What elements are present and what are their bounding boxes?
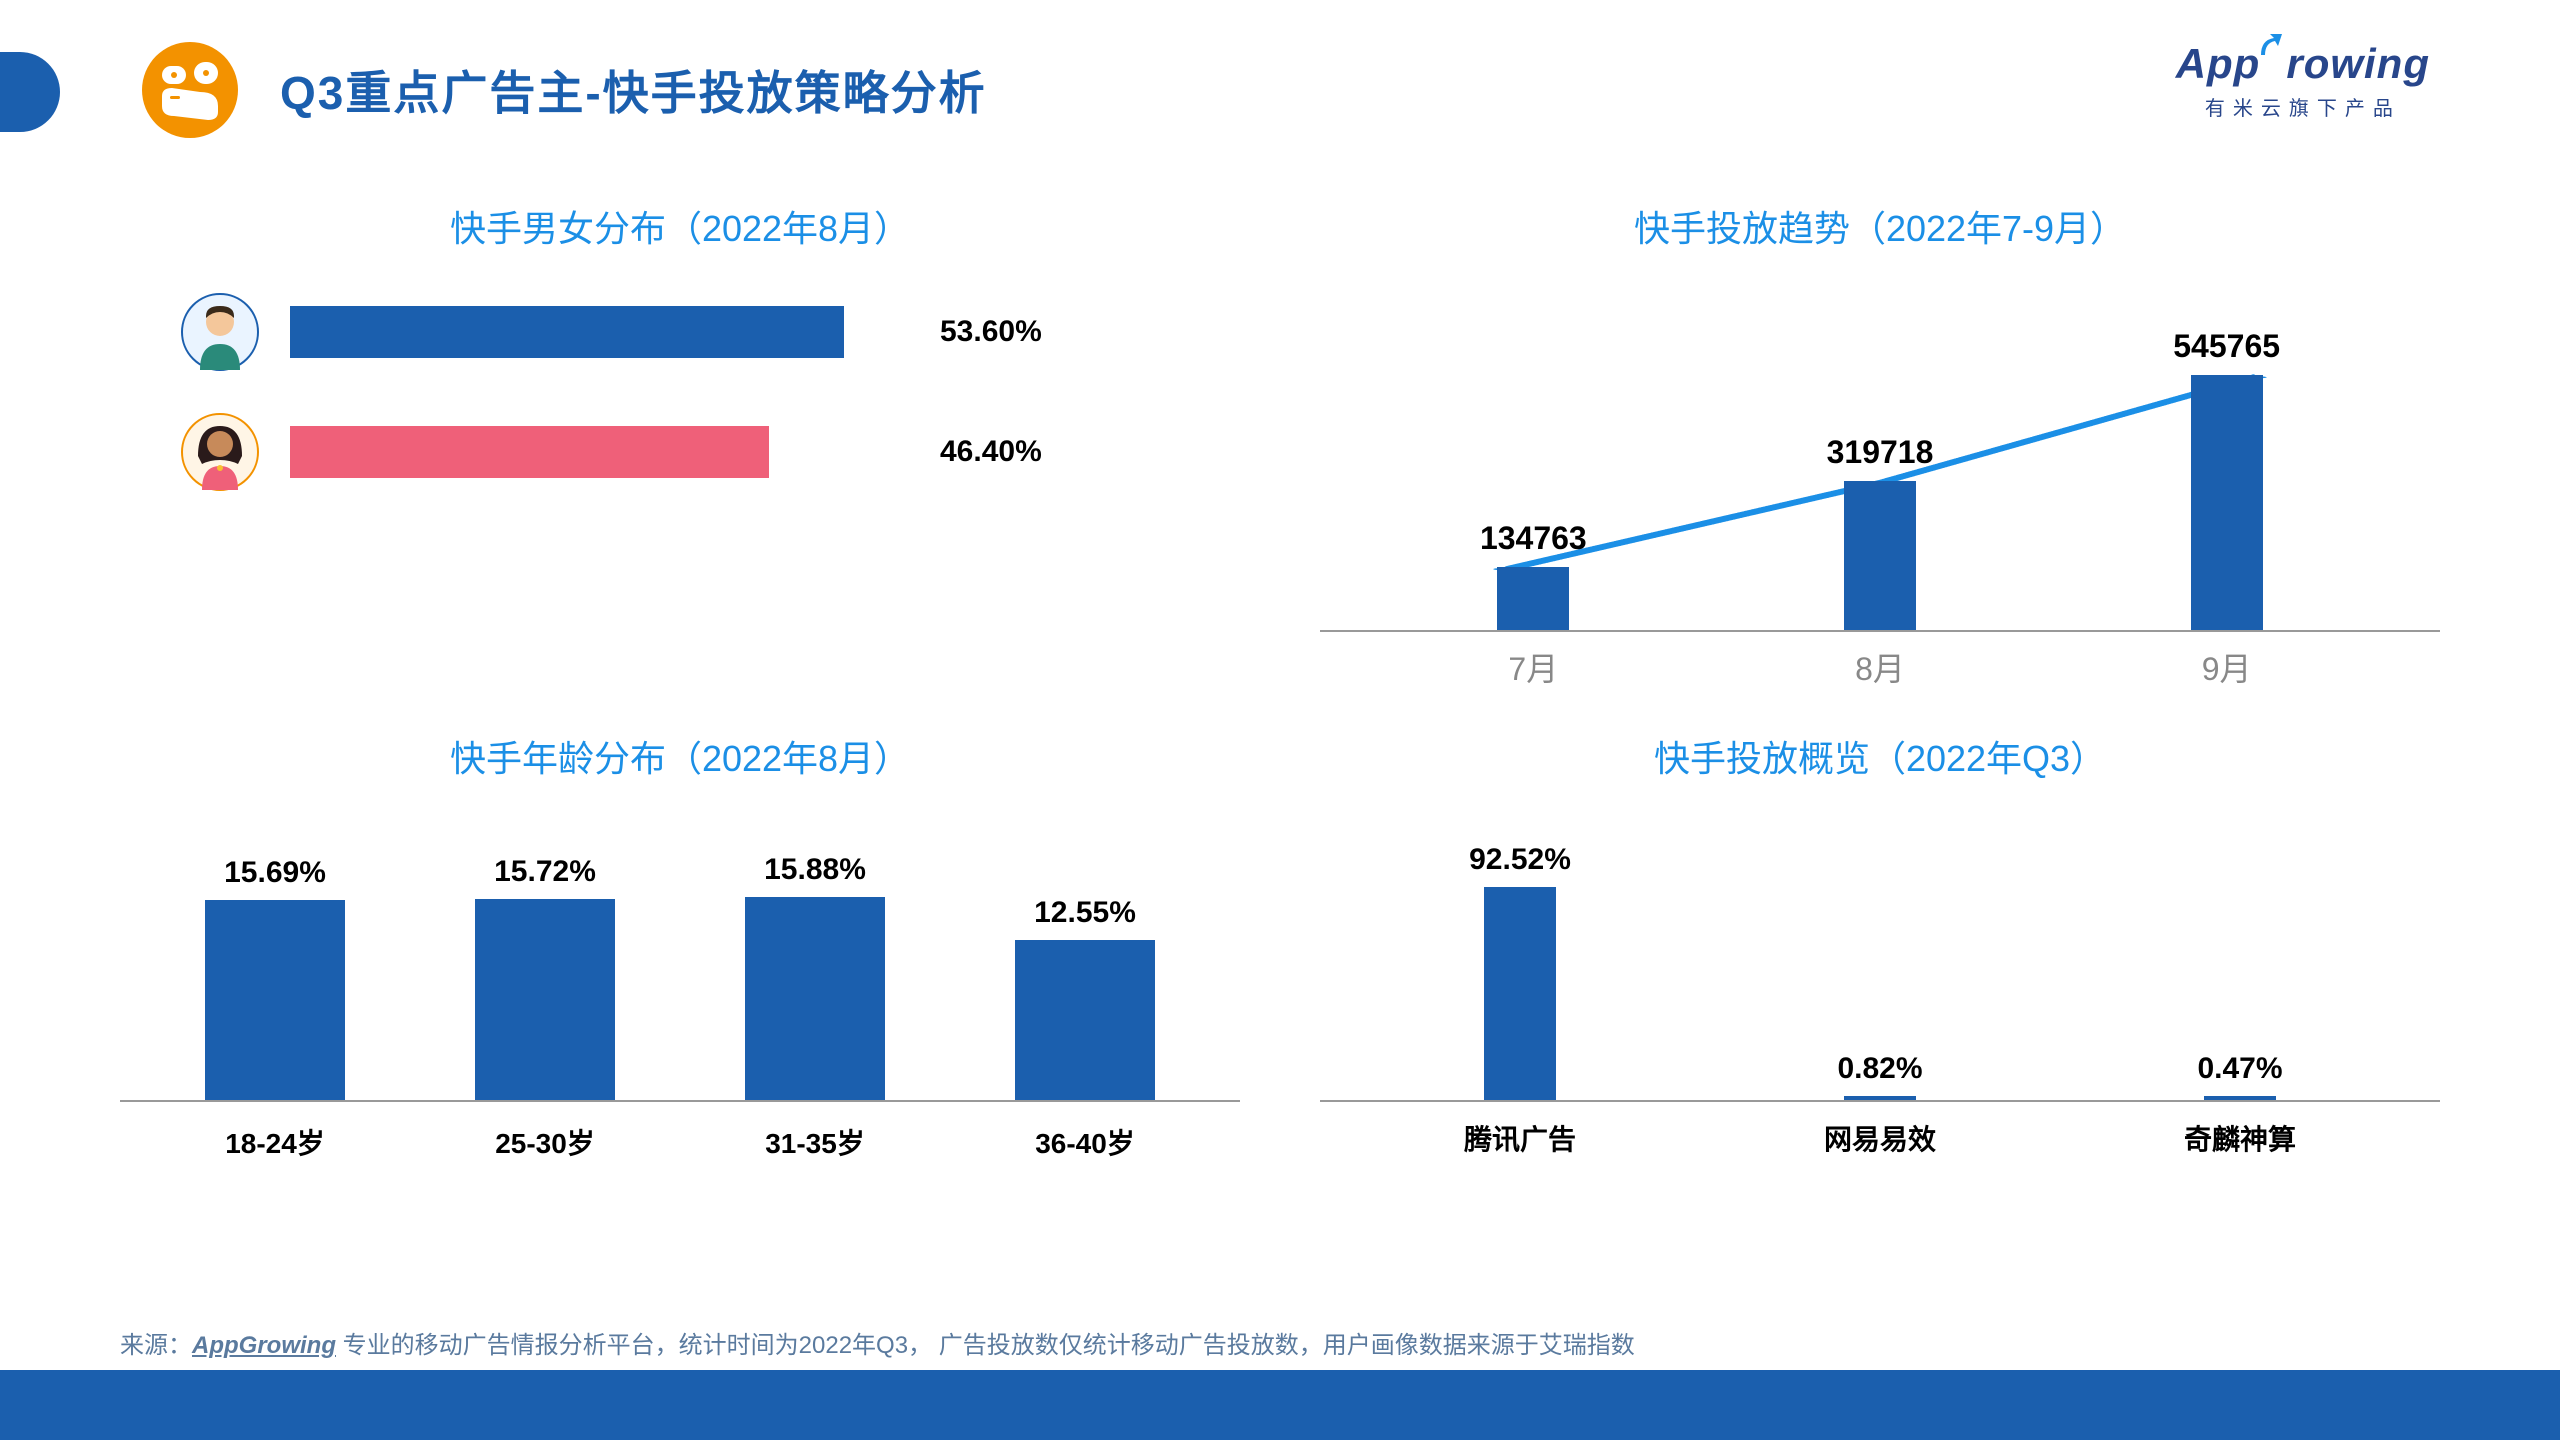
age-value-label: 15.72% <box>494 855 596 889</box>
overview-axis-label: 奇麟神算 <box>2110 1118 2370 1158</box>
age-chart: 快手年龄分布（2022年8月） 15.69% 15.72% 15.88% 12.55%… <box>120 730 1240 1162</box>
overview-axis-label: 网易易效 <box>1750 1118 2010 1158</box>
page-header: Q3重点广告主-快手投放策略分析 Approwing 有米云旗下产品 <box>0 0 2560 140</box>
trend-axis-label: 7月 <box>1453 644 1613 690</box>
header-accent-tab <box>0 52 60 132</box>
age-value-label: 12.55% <box>1034 896 1136 930</box>
age-column: 15.88% <box>715 853 915 1100</box>
gender-value-label: 53.60% <box>940 315 1042 349</box>
source-brand: AppGrowing <box>192 1332 336 1359</box>
brand-subtitle: 有米云旗下产品 <box>2176 92 2430 121</box>
trend-bar <box>1497 567 1569 630</box>
brand-name: Approwing <box>2176 40 2430 88</box>
page-title: Q3重点广告主-快手投放策略分析 <box>280 57 987 123</box>
overview-bar <box>1844 1096 1916 1100</box>
age-column: 15.69% <box>175 856 375 1100</box>
gender-bar-track <box>290 306 910 358</box>
trend-value-label: 319718 <box>1827 434 1934 471</box>
gender-row: 53.60% <box>180 292 1180 372</box>
trend-bar <box>2191 375 2263 630</box>
overview-chart-title: 快手投放概览（2022年Q3） <box>1654 730 2106 782</box>
brand-logo: Approwing 有米云旗下产品 <box>2176 40 2430 121</box>
overview-bar <box>1484 887 1556 1100</box>
footer-bar <box>0 1370 2560 1440</box>
trend-value-label: 134763 <box>1480 520 1587 557</box>
gender-value-label: 46.40% <box>940 435 1042 469</box>
overview-column: 0.47% <box>2110 1052 2370 1100</box>
age-bar <box>1015 940 1155 1100</box>
overview-column: 92.52% <box>1390 843 1650 1100</box>
age-axis-label: 25-30岁 <box>445 1122 645 1162</box>
trend-column: 319718 <box>1800 434 1960 630</box>
source-note: 来源：AppGrowing 专业的移动广告情报分析平台，统计时间为2022年Q3… <box>120 1325 1635 1360</box>
gender-bar-track <box>290 426 910 478</box>
gender-bar <box>290 426 769 478</box>
age-axis-label: 18-24岁 <box>175 1122 375 1162</box>
trend-column: 545765 <box>2147 328 2307 630</box>
overview-chart: 快手投放概览（2022年Q3） 92.52% 0.82% 0.47% 腾讯广告 网易易… <box>1320 730 2440 1162</box>
male-avatar-icon <box>180 292 260 372</box>
source-prefix: 来源： <box>120 1332 192 1359</box>
gender-chart-title: 快手男女分布（2022年8月） <box>450 200 910 252</box>
trend-axis-label: 8月 <box>1800 644 1960 690</box>
trend-bar <box>1844 481 1916 630</box>
overview-value-label: 0.82% <box>1837 1052 1922 1086</box>
age-bar <box>475 899 615 1100</box>
overview-column: 0.82% <box>1750 1052 2010 1100</box>
trend-chart-title: 快手投放趋势（2022年7-9月） <box>1634 200 2126 252</box>
age-bar <box>205 900 345 1100</box>
overview-value-label: 92.52% <box>1469 843 1571 877</box>
age-chart-title: 快手年龄分布（2022年8月） <box>450 730 910 782</box>
overview-axis-label: 腾讯广告 <box>1390 1118 1650 1158</box>
age-axis-label: 36-40岁 <box>985 1122 1185 1162</box>
age-value-label: 15.88% <box>764 853 866 887</box>
trend-axis-label: 9月 <box>2147 644 2307 690</box>
overview-bar <box>2204 1096 2276 1100</box>
content-grid: 快手男女分布（2022年8月） 53.60% 46.40% 快手投放趋势（2022… <box>0 140 2560 1162</box>
gender-row: 46.40% <box>180 412 1180 492</box>
trend-chart: 快手投放趋势（2022年7-9月） 134763 319718 545765 7月 8… <box>1320 200 2440 690</box>
source-text: 专业的移动广告情报分析平台，统计时间为2022年Q3， 广告投放数仅统计移动广告… <box>336 1332 1635 1359</box>
gender-bar <box>290 306 844 358</box>
overview-value-label: 0.47% <box>2197 1052 2282 1086</box>
trend-column: 134763 <box>1453 520 1613 630</box>
age-axis-label: 31-35岁 <box>715 1122 915 1162</box>
gender-chart: 快手男女分布（2022年8月） 53.60% 46.40% <box>120 200 1240 690</box>
age-column: 12.55% <box>985 896 1185 1100</box>
female-avatar-icon <box>180 412 260 492</box>
age-column: 15.72% <box>445 855 645 1100</box>
age-value-label: 15.69% <box>224 856 326 890</box>
age-bar <box>745 897 885 1100</box>
kuaishou-logo-icon <box>140 40 240 140</box>
trend-value-label: 545765 <box>2173 328 2280 365</box>
